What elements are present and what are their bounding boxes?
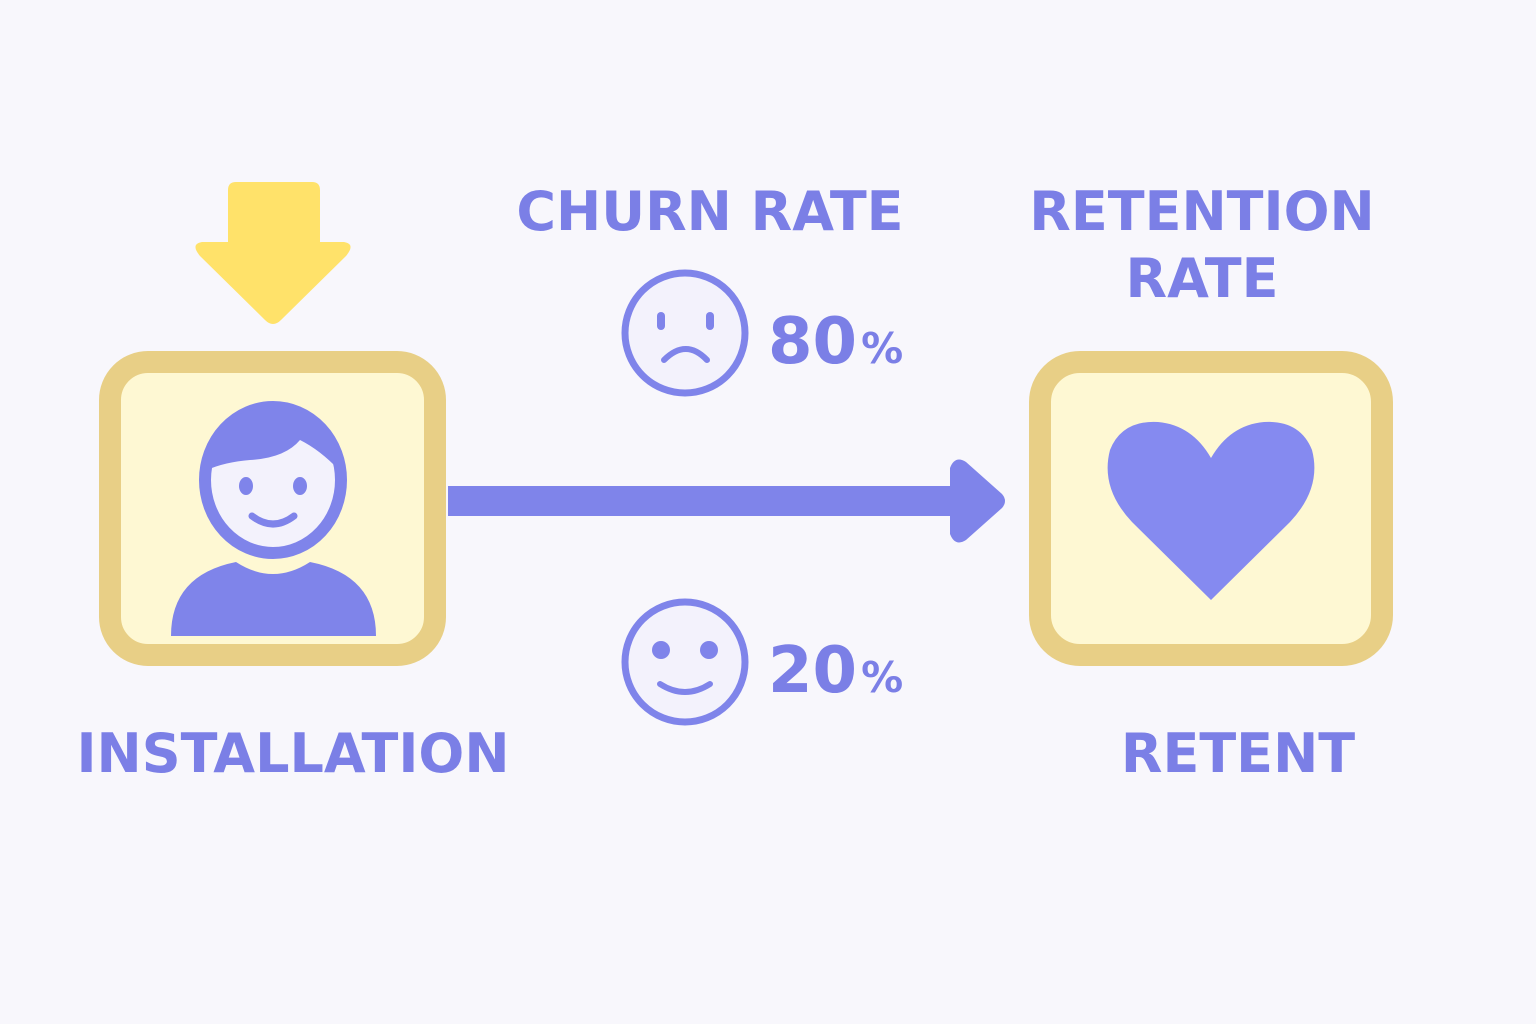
- installation-label: INSTALLATION: [76, 722, 509, 785]
- stat-unit: %: [861, 324, 903, 373]
- download-arrow: [195, 182, 351, 324]
- heart-icon: [1107, 421, 1315, 600]
- sad-face: [621, 269, 749, 397]
- user-icon: [171, 401, 376, 636]
- stat-unit: %: [861, 653, 903, 702]
- stat-number: 80: [768, 305, 857, 379]
- happy-face: [621, 598, 749, 726]
- retention-title: RATE: [1126, 247, 1279, 310]
- churn-title: CHURN RATE: [516, 180, 903, 243]
- retention-title: RETENTION: [1029, 180, 1374, 243]
- flow-arrow: [448, 459, 1005, 543]
- stat-number: 20: [768, 634, 857, 708]
- retent-label: RETENT: [1121, 722, 1355, 785]
- retention-stat: 20%: [768, 634, 903, 708]
- churn-stat: 80%: [768, 305, 903, 379]
